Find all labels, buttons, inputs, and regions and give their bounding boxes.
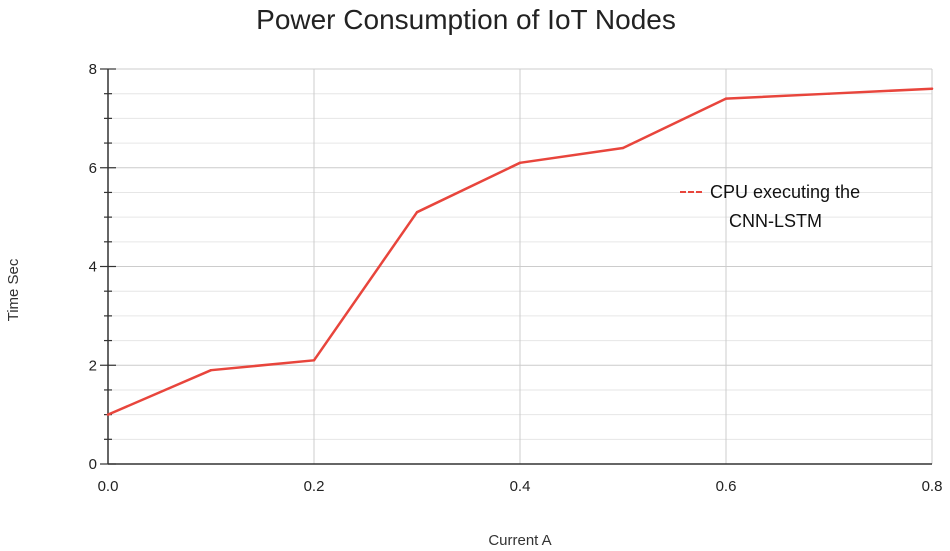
series-layer [106, 87, 934, 416]
x-tick-label: 0.8 [922, 478, 943, 495]
legend-label-line-2: CNN-LSTM [729, 211, 822, 231]
x-tick-label: 0.4 [510, 478, 531, 495]
y-tick-label: 6 [89, 160, 97, 177]
data-point [312, 359, 316, 362]
grid [107, 68, 933, 465]
y-axis-label: Time Sec [5, 258, 22, 321]
data-point [415, 210, 419, 214]
data-point [209, 368, 213, 372]
x-tick-label: 0.2 [304, 478, 325, 495]
data-point [621, 146, 625, 150]
data-point [827, 92, 831, 95]
data-point [930, 87, 934, 90]
y-tick-label: 0 [89, 456, 97, 473]
chart-title: Power Consumption of IoT Nodes [256, 4, 676, 35]
data-point [518, 161, 522, 165]
data-point [106, 413, 110, 416]
x-tick-label: 0.0 [98, 478, 119, 495]
y-tick-label: 2 [89, 357, 97, 374]
x-axis-label: Current A [488, 532, 551, 549]
legend-label-line-1: CPU executing the [710, 182, 860, 202]
x-tick-label: 0.6 [716, 478, 737, 495]
tick-labels: 0 2 4 6 8 0.0 0.2 0.4 0.6 0.8 [89, 61, 943, 495]
y-tick-label: 4 [89, 259, 97, 276]
data-point [724, 97, 728, 100]
y-tick-label: 8 [89, 61, 97, 78]
legend: CPU executing the CNN-LSTM [680, 182, 860, 231]
axes [100, 68, 932, 465]
